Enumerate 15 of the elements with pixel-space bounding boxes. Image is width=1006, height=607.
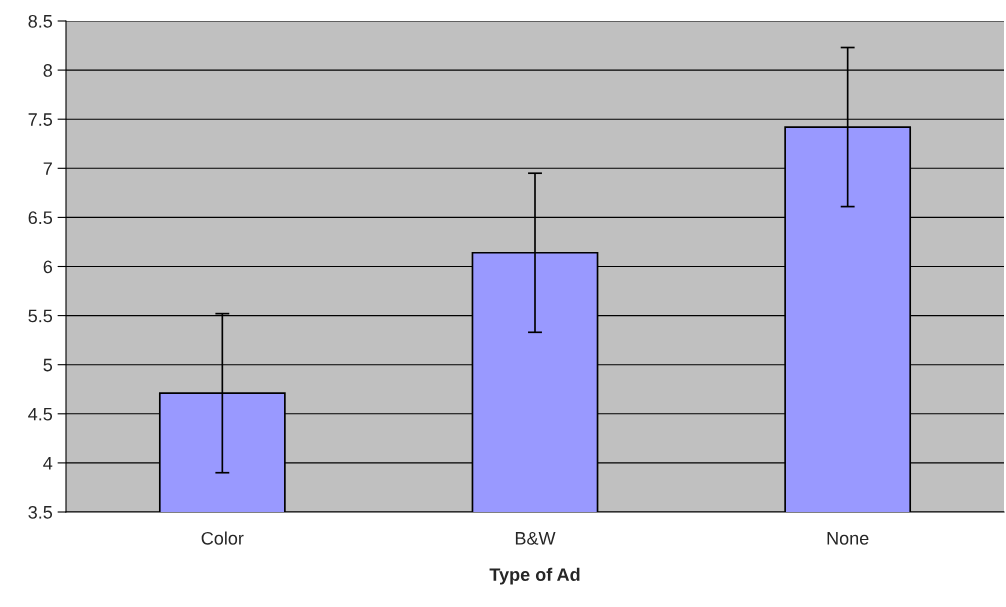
y-tick-label: 8.5 bbox=[28, 14, 53, 28]
y-tick-label: 7.5 bbox=[28, 113, 53, 126]
y-tick-label: 4.5 bbox=[28, 407, 53, 421]
x-tick-label: B&W bbox=[515, 532, 556, 545]
y-tick-label: 6 bbox=[43, 260, 53, 274]
y-tick-label: 7 bbox=[43, 162, 52, 175]
y-tick-label: 5.5 bbox=[28, 309, 53, 323]
y-tick-label: 6.5 bbox=[28, 211, 53, 225]
x-axis-title: Type of Ad bbox=[489, 567, 580, 585]
y-tick-label: 5 bbox=[43, 358, 53, 372]
y-tick-label: 8 bbox=[43, 64, 53, 77]
x-tick-label: None bbox=[827, 532, 869, 545]
y-tick-label: 3.5 bbox=[28, 505, 53, 519]
y-tick-label: 4 bbox=[43, 457, 53, 470]
x-tick-label: Color bbox=[201, 531, 244, 545]
